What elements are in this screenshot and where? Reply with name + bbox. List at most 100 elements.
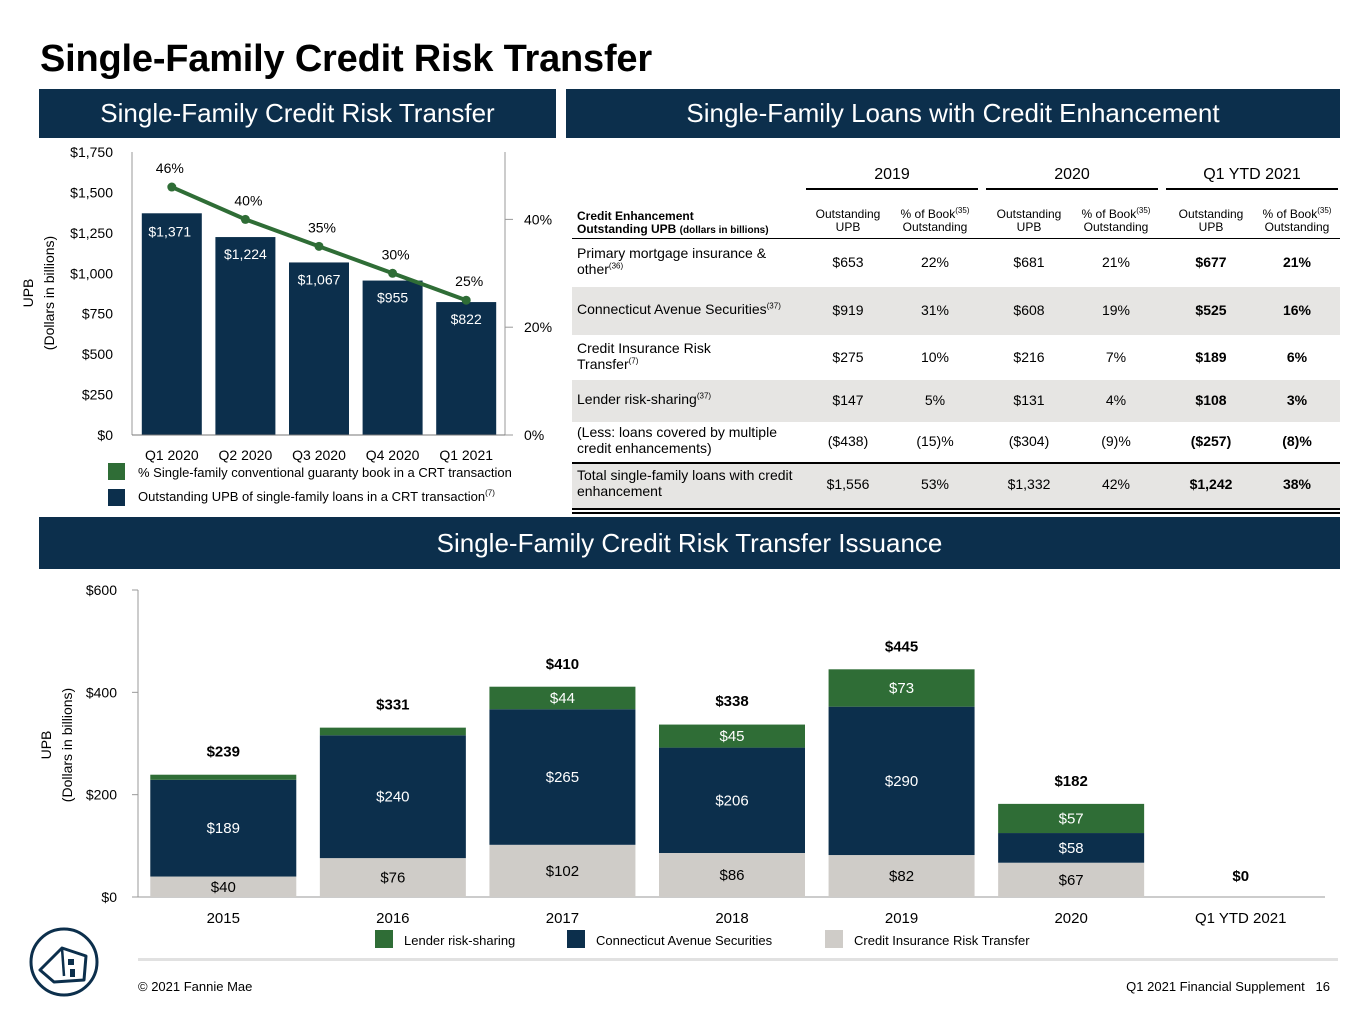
y-tick-label: $1,000 (70, 265, 113, 281)
col-header-text: Outstanding (815, 207, 881, 221)
table-cell: 21% (1101, 254, 1131, 270)
row-header-line2: Outstanding UPB (577, 222, 680, 236)
x-tick-label: 2016 (376, 910, 409, 927)
table-cell: $216 (1013, 348, 1045, 365)
total-double-line-2 (572, 512, 1340, 514)
y-tick-label: $0 (101, 889, 117, 905)
label-connecticut-avenue-securities: $290 (885, 773, 918, 790)
bar-connecticut-avenue-securities (319, 735, 466, 859)
bar-total-label: $445 (885, 638, 918, 655)
legend-connecticut-avenue-securities-swatch (567, 930, 585, 948)
bar-total-label: $331 (376, 697, 409, 714)
row-header-units: (dollars in billions) (679, 225, 769, 236)
col-header-text: UPB (835, 220, 861, 234)
table-cell: 31% (920, 302, 950, 318)
y-tick-label: $500 (82, 346, 113, 362)
table-cell: 3% (1286, 392, 1308, 408)
footnote-marker: (37) (696, 391, 712, 401)
x-tick-label: Q1 YTD 2021 (1195, 910, 1286, 927)
table-cell: $681 (1013, 254, 1045, 270)
y-tick-label: $400 (86, 684, 117, 700)
y-tick-label: $750 (82, 306, 113, 322)
table-cell: $919 (832, 302, 864, 318)
line-value-label: 30% (382, 246, 410, 262)
legend-swatch-outstanding-upb (108, 489, 125, 506)
label-lender-risk-sharing: $57 (1059, 810, 1084, 827)
table-cell: $677 (1195, 254, 1227, 270)
bar-connecticut-avenue-securities (489, 709, 636, 845)
table-cell: 19% (1101, 302, 1131, 318)
table-cell: (15)% (916, 433, 954, 449)
y2-tick-label: 0% (524, 427, 544, 443)
bar-lender-risk-sharing (150, 774, 297, 780)
table-cell: $189 (1195, 348, 1227, 365)
row-header-line1: Credit Enhancement (577, 209, 694, 223)
bar-credit-insurance-risk-transfer (489, 844, 636, 897)
table-cell: $131 (1013, 392, 1045, 408)
line-point-pct-book (314, 241, 324, 251)
bar-lender-risk-sharing (319, 727, 466, 736)
footer-document: Q1 2021 Financial Supplement 16 (1126, 979, 1330, 994)
table-row-label: Connecticut Avenue Securities(37) (577, 301, 837, 317)
label-credit-insurance-risk-transfer: $67 (1059, 872, 1084, 889)
year-underline (1166, 188, 1338, 190)
bar-connecticut-avenue-securities (150, 779, 297, 877)
year-underline (806, 188, 978, 190)
fannie-mae-logo (29, 927, 99, 997)
legend-credit-insurance-risk-transfer-label: Credit Insurance Risk Transfer (854, 933, 1030, 948)
row-label-text: Total single-family loans with credit en… (577, 467, 793, 499)
y-axis-sublabel: (Dollars in billions) (59, 688, 75, 802)
y-axis-label: UPB (38, 731, 54, 760)
year-underline (986, 188, 1158, 190)
col-header-text: (35) (1136, 206, 1151, 215)
bar-lender-risk-sharing (489, 686, 636, 710)
row-label-text: Connecticut Avenue Securities (577, 301, 767, 317)
bar-connecticut-avenue-securities (659, 747, 805, 853)
x-tick-label: 2015 (207, 910, 240, 927)
x-tick-label: 2019 (885, 910, 918, 927)
bar-connecticut-avenue-securities (998, 833, 1145, 863)
row-label-text: Primary mortgage insurance & other (577, 245, 767, 277)
bar-credit-insurance-risk-transfer (659, 852, 805, 897)
total-double-line-1 (572, 508, 1340, 510)
bar-credit-insurance-risk-transfer (319, 858, 466, 897)
bar-credit-insurance-risk-transfer (150, 876, 297, 897)
col-header-text: (35) (1317, 206, 1332, 215)
label-connecticut-avenue-securities: $189 (207, 820, 240, 837)
crt-outstanding-chart: $0 $250 $500 $750 $1,000 $1,250 $1,500 $1,750 0%… (20, 144, 552, 463)
col-header-text: Outstanding (1083, 220, 1149, 234)
header-divider (572, 238, 1340, 239)
label-lender-risk-sharing: $73 (889, 680, 914, 697)
row-label-text: Lender risk-sharing (577, 391, 697, 407)
bar-value-label: $1,224 (224, 246, 267, 262)
table-row-background (572, 462, 1340, 508)
col-header-outstanding-upb: Outstanding UPB (984, 208, 1074, 234)
footer-document-title: Q1 2021 Financial Supplement (1126, 979, 1305, 994)
table-cell: ($438) (827, 433, 869, 449)
label-connecticut-avenue-securities: $58 (1059, 840, 1084, 857)
y-tick-label: $250 (82, 387, 113, 403)
x-tick-label: 2020 (1054, 910, 1087, 927)
line-value-label: 46% (156, 160, 184, 176)
footnote-marker: (37) (766, 301, 781, 311)
col-header-text: Outstanding (902, 220, 968, 234)
row-label-text: (Less: loans covered by multiple credit … (577, 424, 777, 456)
line-value-label: 35% (308, 219, 336, 235)
x-tick-label: 2018 (715, 910, 748, 927)
x-tick-label: Q1 2020 (145, 447, 199, 463)
row-label-text: Credit Insurance Risk Transfer (577, 339, 711, 372)
table-cell: 7% (1105, 348, 1127, 365)
label-lender-risk-sharing: $44 (550, 690, 575, 707)
bar-total-label: $0 (1232, 868, 1249, 885)
x-tick-label: Q3 2020 (292, 447, 346, 463)
y-tick-label: $0 (97, 427, 113, 443)
table-row-background (572, 287, 1340, 335)
bar-credit-insurance-risk-transfer (828, 855, 975, 897)
bar-lender-risk-sharing (998, 803, 1145, 834)
table-cell: ($304) (1008, 433, 1050, 449)
x-tick-label: Q2 2020 (219, 447, 273, 463)
line-point-pct-book (388, 268, 398, 278)
y-tick-label: $1,500 (70, 184, 113, 200)
table-cell: 42% (1101, 476, 1131, 492)
legend-swatch-pct-book (108, 463, 125, 480)
